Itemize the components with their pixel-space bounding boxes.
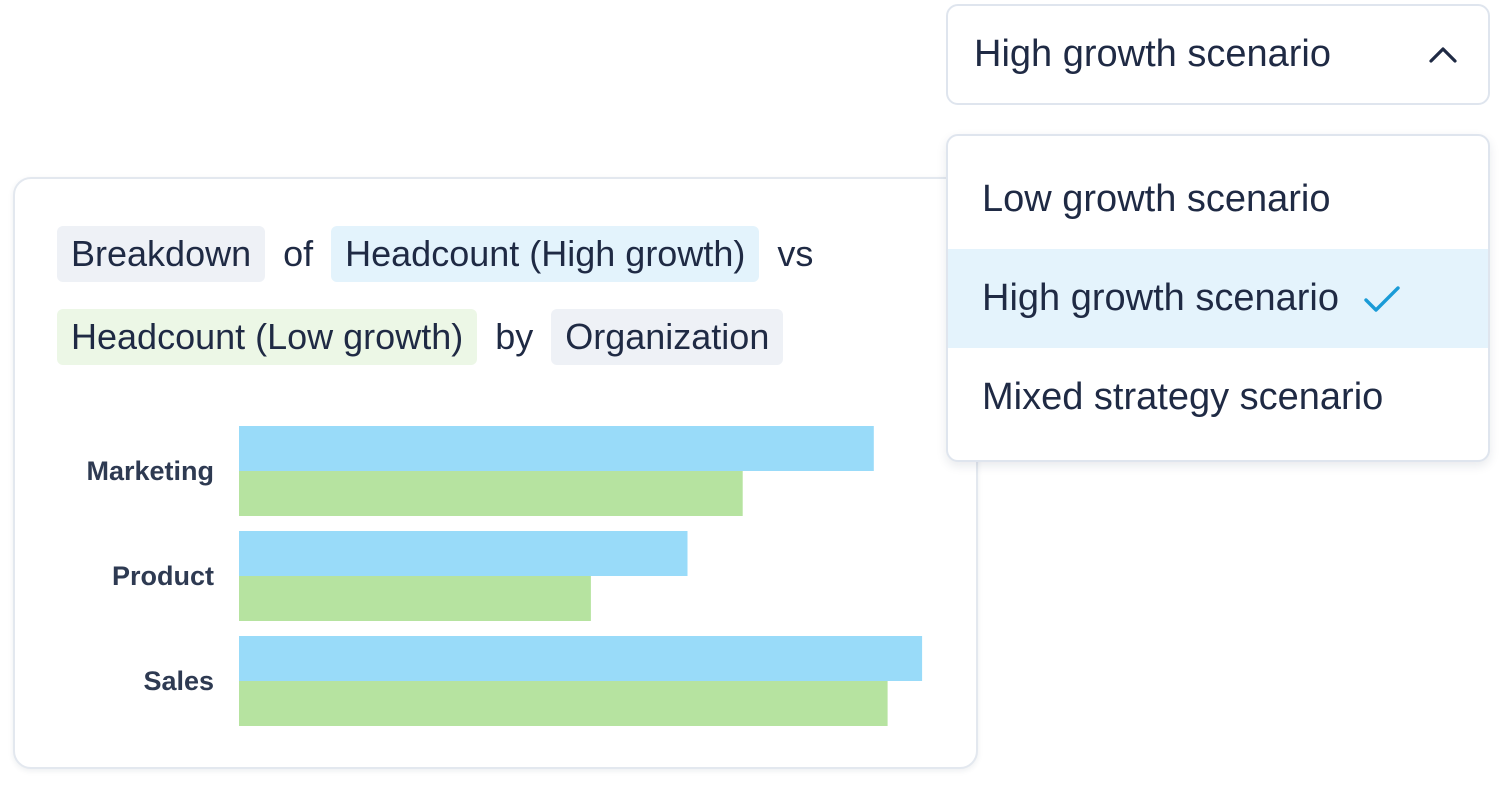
checkmark-icon <box>1364 285 1400 312</box>
bar-marketing-series-1[interactable] <box>239 426 874 471</box>
bar-sales-series-1[interactable] <box>239 636 923 681</box>
option-mixed-strategy[interactable]: Mixed strategy scenario <box>948 348 1488 447</box>
bar-product-series-2[interactable] <box>239 576 591 621</box>
bar-chart: Marketing Product Sales <box>86 426 923 726</box>
scenario-select-value: High growth scenario <box>974 33 1331 75</box>
option-low-growth[interactable]: Low growth scenario <box>948 150 1488 249</box>
option-label: Mixed strategy scenario <box>982 376 1384 418</box>
chevron-up-icon <box>1429 46 1457 63</box>
category-label: Product <box>112 561 214 591</box>
bar-product-series-1[interactable] <box>239 531 688 576</box>
series-a-chip[interactable]: Headcount (High growth) <box>331 226 760 282</box>
scenario-select[interactable]: High growth scenario <box>946 4 1490 105</box>
bar-marketing-series-2[interactable] <box>239 471 743 516</box>
title-word-of: of <box>283 233 314 274</box>
dimension-chip[interactable]: Organization <box>551 309 784 365</box>
measure-chip[interactable]: Breakdown <box>57 226 266 282</box>
option-label: High growth scenario <box>982 277 1339 319</box>
chart-card: Breakdown of Headcount (High growth) vs … <box>13 177 978 769</box>
option-high-growth[interactable]: High growth scenario <box>948 249 1488 348</box>
chart-title-line-1: Breakdown of Headcount (High growth) vs <box>57 226 813 282</box>
category-label: Marketing <box>86 456 214 486</box>
chart-title-line-2: Headcount (Low growth) by Organization <box>57 309 784 365</box>
title-word-by: by <box>495 316 534 357</box>
bar-sales-series-2[interactable] <box>239 681 888 726</box>
option-label: Low growth scenario <box>982 178 1331 220</box>
title-word-vs: vs <box>777 233 814 274</box>
series-b-chip[interactable]: Headcount (Low growth) <box>57 309 478 365</box>
category-label: Sales <box>143 666 214 696</box>
scenario-menu: Low growth scenario High growth scenario… <box>946 134 1490 462</box>
